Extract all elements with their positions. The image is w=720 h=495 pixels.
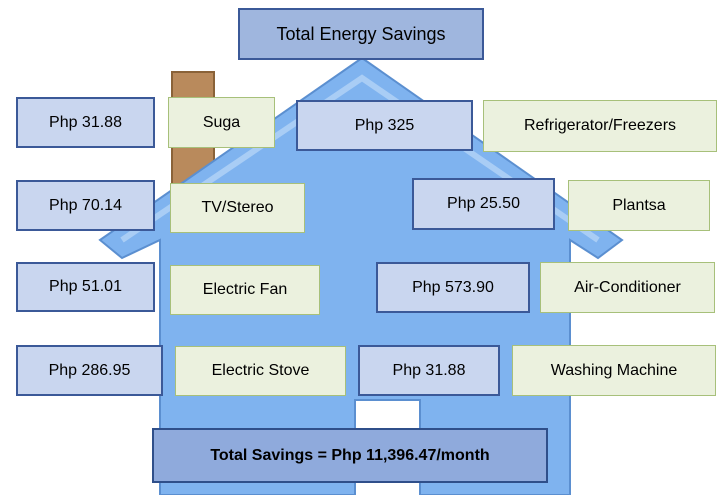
amount-box: Php 31.88 xyxy=(16,97,155,148)
amount-box: Php 573.90 xyxy=(376,262,530,313)
amount-box: Php 286.95 xyxy=(16,345,163,396)
label-box: Electric Fan xyxy=(170,265,320,315)
amount-box: Php 31.88 xyxy=(358,345,500,396)
label-box: Refrigerator/Freezers xyxy=(483,100,717,152)
label-box: Washing Machine xyxy=(512,345,716,396)
label-box: Suga xyxy=(168,97,275,148)
label-box: Plantsa xyxy=(568,180,710,231)
label-box: TV/Stereo xyxy=(170,183,305,233)
label-box: Electric Stove xyxy=(175,346,346,396)
total-box: Total Savings = Php 11,396.47/month xyxy=(152,428,548,483)
amount-box: Php 325 xyxy=(296,100,473,151)
amount-box: Php 70.14 xyxy=(16,180,155,231)
amount-box: Php 51.01 xyxy=(16,262,155,312)
amount-box: Php 25.50 xyxy=(412,178,555,230)
title-box: Total Energy Savings xyxy=(238,8,484,60)
label-box: Air-Conditioner xyxy=(540,262,715,313)
